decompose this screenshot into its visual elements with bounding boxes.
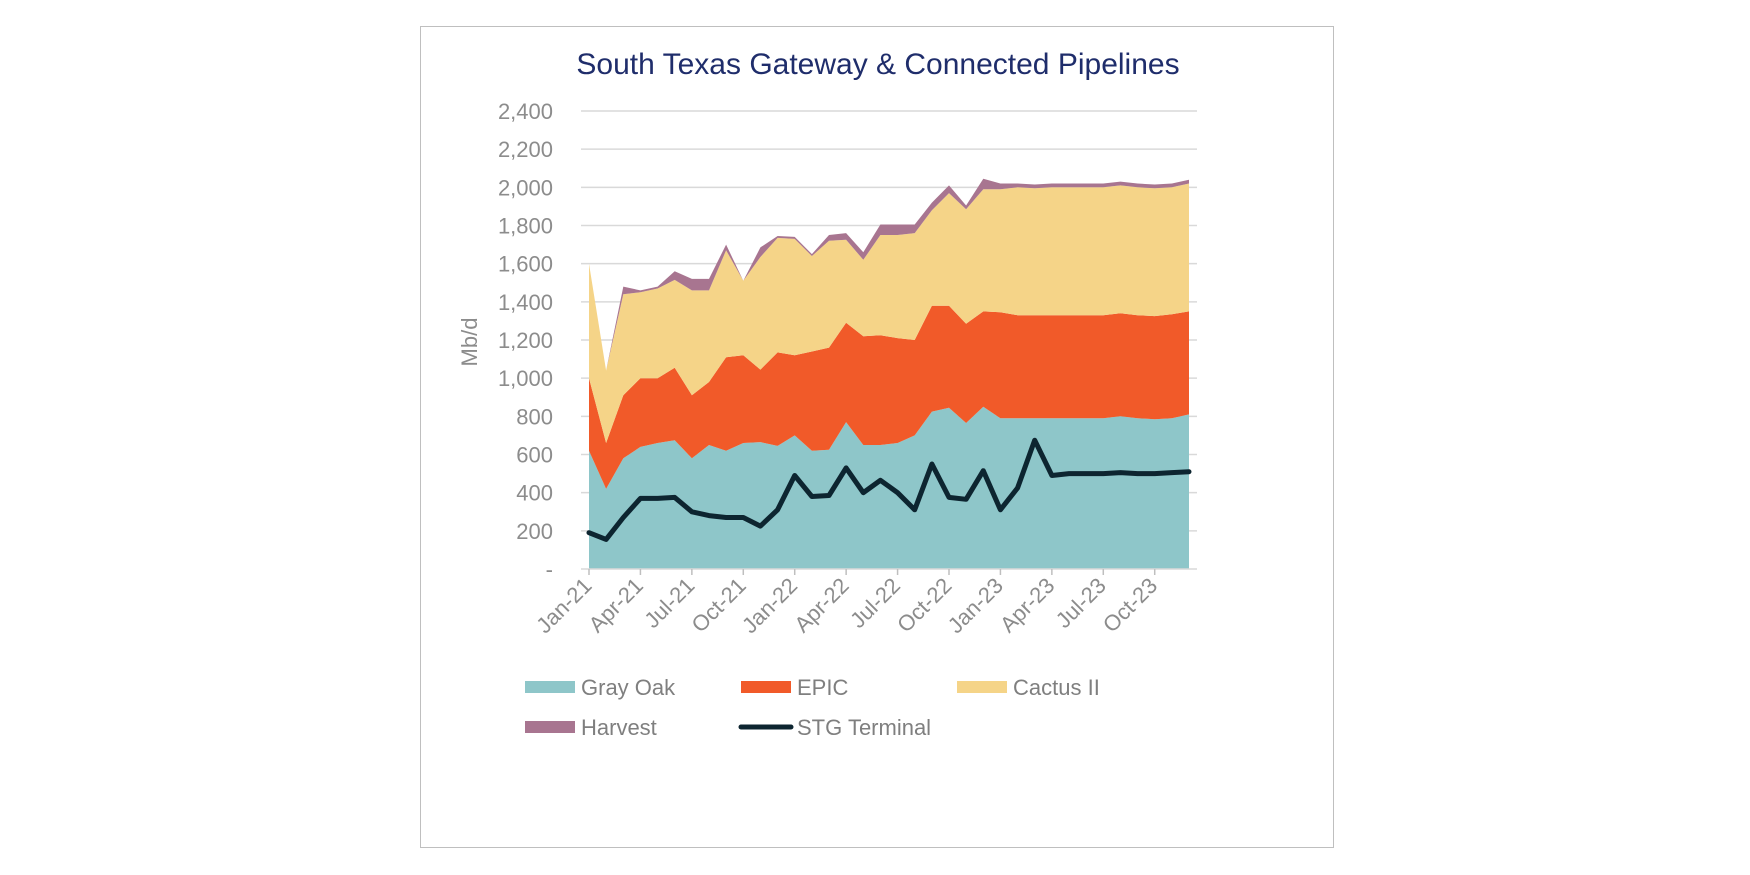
x-tick-label: Jan-22 [737,573,802,638]
x-tick-label: Jan-23 [943,573,1008,638]
y-tick-label: 2,400 [498,99,553,124]
legend-swatch [525,681,575,693]
y-tick-label: 400 [516,481,553,506]
area-epic [589,305,1189,489]
line-stg-terminal [586,437,1192,542]
x-tick-label: Jan-21 [531,573,596,638]
y-tick-label: 1,800 [498,214,553,239]
legend-swatch [525,721,575,733]
legend-label: Cactus II [1013,675,1100,700]
y-tick-label: 1,400 [498,290,553,315]
x-tick-label: Apr-22 [789,573,853,637]
y-tick-label: 2,200 [498,137,553,162]
y-tick-label: 1,000 [498,366,553,391]
x-tick-label: Oct-23 [1098,573,1162,637]
legend-item-cactus-ii: Cactus II [957,675,1100,700]
legend-swatch [957,681,1007,693]
area-cactus-ii [589,183,1189,443]
y-tick-label: 1,600 [498,252,553,277]
y-tick-label: - [546,557,553,582]
legend-label: STG Terminal [797,715,931,740]
x-tick-label: Oct-21 [686,573,750,637]
legend-layer: Gray Oak EPIC Cactus II Harvest STG Terminal [525,675,1100,740]
legend-label: EPIC [797,675,848,700]
legend-label: Harvest [581,715,657,740]
y-tick-label: 600 [516,443,553,468]
legend-label: Gray Oak [581,675,676,700]
chart-frame: South Texas Gateway & Connected Pipeline… [420,26,1334,848]
legend-item-gray-oak: Gray Oak [525,675,676,700]
y-tick-label: 800 [516,404,553,429]
legend-item-epic: EPIC [741,675,848,700]
chart-svg: South Texas Gateway & Connected Pipeline… [457,48,1197,740]
chart-title: South Texas Gateway & Connected Pipeline… [576,48,1179,81]
legend-item-harvest: Harvest [525,715,657,740]
x-tick-label: Oct-22 [892,573,956,637]
y-tick-label: 2,000 [498,175,553,200]
x-tick-label: Apr-21 [584,573,648,637]
y-tick-label: 200 [516,519,553,544]
area-layer [589,178,1189,569]
line-layer [586,437,1192,542]
y-tick-label: 1,200 [498,328,553,353]
y-axis-label: Mb/d [457,318,482,367]
x-tick-label: Apr-23 [995,573,1059,637]
legend-item-stg-terminal: STG Terminal [738,715,931,740]
legend-swatch [741,681,791,693]
